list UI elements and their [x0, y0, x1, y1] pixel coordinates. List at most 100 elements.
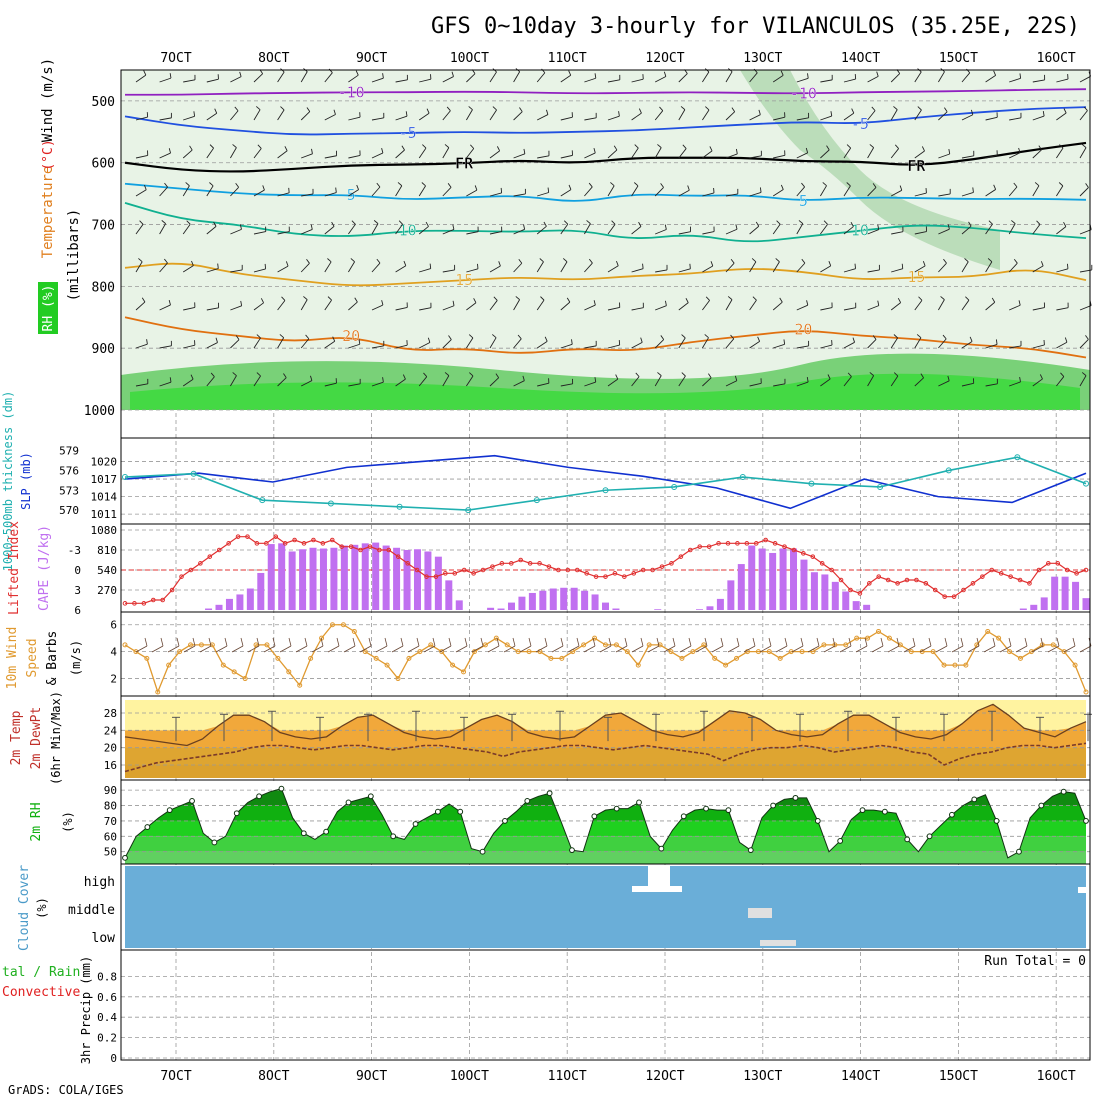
wind-barb-flag [239, 224, 242, 230]
wind-barb [513, 71, 521, 83]
wind-barb-flag [705, 296, 710, 301]
wind10m-point [766, 649, 772, 655]
precip-total-rain-label: tal / Rain [2, 965, 80, 980]
wind10m-barb-flag [944, 637, 948, 647]
wind-barb-flag [547, 187, 550, 193]
wind-barb-flag [164, 182, 168, 188]
wind-barb [277, 150, 288, 159]
wind-barb [796, 117, 809, 121]
wind10m-barb [471, 645, 484, 653]
wind-barb [135, 383, 148, 387]
wind-barb [395, 265, 407, 273]
wind-barb-flag [540, 296, 545, 301]
wind-barb [796, 262, 806, 273]
run-total: Run Total = 0 [984, 954, 1086, 969]
wind-barb [985, 189, 996, 197]
wind-barb-flag [806, 300, 809, 306]
rh-point [792, 794, 799, 801]
wind-barb [655, 305, 667, 311]
wind-barb-flag [710, 261, 714, 267]
date-tick-top: 13OCT [743, 51, 782, 66]
wind10m-point [220, 662, 226, 668]
wind-barb [867, 305, 879, 311]
wind10m-label-a: 10m Wind [5, 627, 20, 690]
wind10m-point [876, 628, 882, 634]
wind-barb-flag [660, 183, 664, 188]
wind-barb [631, 376, 640, 387]
wind-barb-flag [146, 339, 148, 345]
rh-point [680, 813, 687, 820]
rh-point [636, 799, 642, 806]
wind-barb-flag [232, 372, 237, 377]
wind10m-barb [311, 645, 324, 653]
wind10m-barb [631, 645, 644, 653]
cape-bar [507, 602, 515, 610]
wind-barb-flag [807, 73, 809, 79]
cape-bar [727, 580, 735, 610]
wind-barb-flag [169, 73, 172, 79]
li-point [716, 541, 721, 546]
wind-barb [725, 153, 738, 159]
wind-barb [1008, 223, 1016, 235]
li-point [763, 537, 768, 543]
li-point [216, 547, 222, 553]
wind10m-barb [999, 645, 1012, 653]
wind-barb-flag [948, 148, 951, 155]
temperature-contour [124, 141, 1087, 173]
wind-barb-flag [492, 106, 497, 111]
wind10m-barb-flag [368, 637, 372, 647]
temperature-contour [124, 202, 1087, 243]
li-point [282, 541, 288, 546]
wind-barb [513, 111, 523, 121]
wind-barb [560, 189, 572, 197]
li-point [301, 541, 307, 546]
temp-tick: 28 [104, 707, 117, 720]
wind-barb-flag [846, 144, 851, 149]
cape-bar [518, 596, 526, 610]
wind-barb [348, 301, 358, 311]
rh2m-unit: (%) [61, 811, 75, 833]
cape-bar [821, 574, 829, 610]
rh-point [591, 813, 598, 820]
wind-barb [135, 224, 144, 235]
wind-barb [678, 375, 686, 387]
wind-barb [253, 73, 263, 83]
wind-barb [607, 344, 620, 349]
cape-tick: 270 [97, 584, 117, 597]
contour-label: 20 [342, 327, 360, 345]
wind-barb [678, 148, 687, 159]
wind-barb-flag [209, 182, 214, 187]
wind-barb-flag [310, 375, 313, 381]
wind-barb-flag [752, 296, 757, 301]
wind-barb [655, 269, 668, 273]
cape-bar [560, 587, 568, 610]
wind-barb [891, 268, 903, 273]
wind10m-point [198, 642, 204, 648]
wind-barb [820, 344, 833, 349]
wind10m-barb [551, 645, 564, 653]
wind-barb [584, 152, 596, 159]
wind-barb-flag [373, 220, 379, 224]
wind10m-barb-flag [864, 637, 868, 647]
li-point [452, 571, 458, 576]
wind-barb-flag [942, 334, 947, 340]
wind10m-point [428, 642, 434, 648]
thickness-point [396, 503, 403, 510]
wind-barb [466, 189, 478, 197]
wind-barb [489, 377, 500, 387]
date-tick-top: 10OCT [450, 51, 489, 66]
temp2m-label-b: 2m DewPt [29, 707, 44, 770]
wind10m-point [635, 662, 641, 668]
wind-barb-flag [916, 334, 922, 339]
wind10m-barb-flag [832, 637, 836, 647]
wind-barb [772, 189, 784, 197]
rh-point [859, 807, 866, 814]
wind-barb-flag [143, 184, 147, 190]
wind-barb-flag [327, 258, 332, 263]
precip-tick: 0.2 [97, 1032, 117, 1045]
wind-barb-flag [1038, 145, 1042, 151]
li-point [857, 591, 863, 596]
wind-barb-flag [333, 109, 336, 115]
thickness-axis-label: 1000~500mb thickness (dm) [1, 391, 15, 572]
li-point [1017, 577, 1023, 583]
